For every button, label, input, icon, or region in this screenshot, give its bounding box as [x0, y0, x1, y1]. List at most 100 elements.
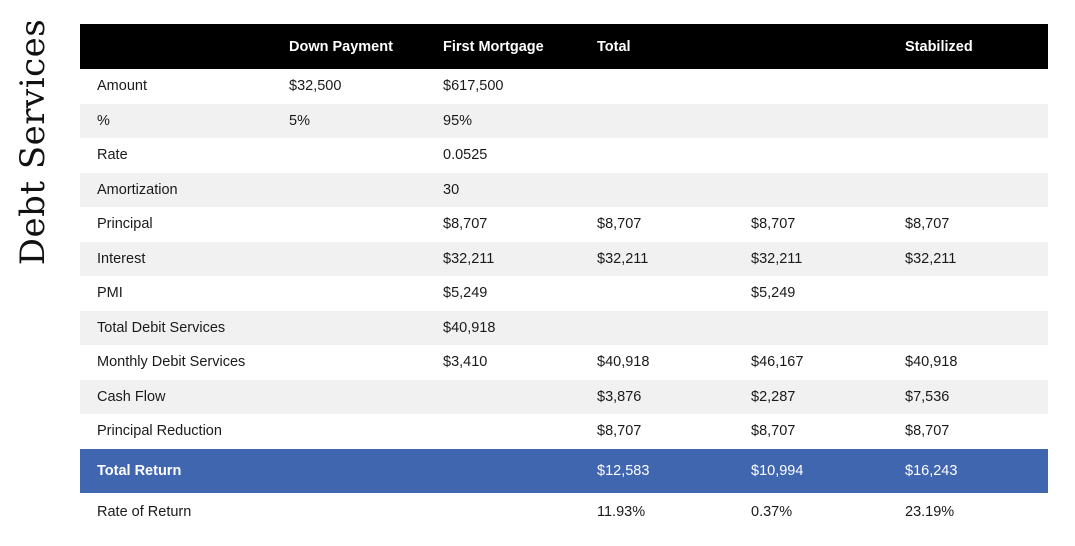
- table-cell: $32,211: [905, 250, 957, 267]
- table-cell: 30: [443, 181, 460, 198]
- table-row: Monthly Debit Services $3,410 $40,918 $46,1…: [80, 345, 1048, 380]
- table-cell: [581, 104, 735, 139]
- table-cell: [735, 311, 889, 346]
- table-row: Rate of Return 11.93% 0.37% 23.19%: [80, 493, 1048, 531]
- column-header-stabilized: Stabilized: [905, 38, 973, 55]
- table-cell: $32,500: [289, 78, 342, 95]
- table-cell: [273, 414, 427, 449]
- table-cell: $32,211: [443, 250, 495, 267]
- column-header-label: [80, 24, 273, 69]
- table-row: Amortization 30: [80, 172, 1048, 208]
- table-cell: $32,211: [751, 250, 803, 267]
- row-label: PMI: [97, 285, 123, 302]
- table-row: Interest $32,211 $32,211 $32,211 $32,211: [80, 241, 1048, 277]
- total-return-row: Total Return $12,583 $10,994 $16,243: [80, 448, 1048, 493]
- table-cell: [889, 311, 1048, 346]
- table-cell: $8,707: [751, 216, 796, 233]
- table-cell: $617,500: [443, 78, 504, 95]
- row-label: Amortization: [97, 181, 178, 198]
- column-header-total: Total: [597, 38, 631, 55]
- table-cell: 23.19%: [905, 503, 955, 520]
- row-label: Cash Flow: [97, 388, 166, 405]
- table-cell: [273, 311, 427, 346]
- table-cell: $2,287: [751, 388, 796, 405]
- table-cell: $5,249: [751, 285, 796, 302]
- table-cell: [889, 69, 1048, 104]
- table-cell: [735, 104, 889, 139]
- table-cell: [273, 242, 427, 277]
- table-cell: [889, 173, 1048, 208]
- table-cell: $8,707: [905, 423, 950, 440]
- table-cell: 0.37%: [751, 503, 793, 520]
- table-cell: [273, 276, 427, 311]
- table-cell: [273, 345, 427, 380]
- table-cell: $46,167: [751, 354, 804, 371]
- table-cell: $32,211: [597, 250, 649, 267]
- column-header-blank: [735, 24, 889, 69]
- table-cell: [581, 138, 735, 173]
- debt-services-table: Down Payment First Mortgage Total Stabil…: [80, 24, 1048, 531]
- table-cell: [581, 311, 735, 346]
- table-cell: [735, 69, 889, 104]
- table-row: PMI $5,249 $5,249: [80, 276, 1048, 311]
- table-cell: [581, 276, 735, 311]
- row-label: Total Debit Services: [97, 319, 226, 336]
- table-cell: $5,249: [443, 285, 488, 302]
- table-cell: $40,918: [905, 354, 958, 371]
- table-cell: 95%: [443, 112, 473, 129]
- table-cell: [427, 493, 581, 531]
- row-label: Interest: [97, 250, 146, 267]
- table-cell: [735, 173, 889, 208]
- row-label: Rate: [97, 147, 128, 164]
- table-cell: [427, 449, 581, 493]
- row-label: Amount: [97, 78, 147, 95]
- table-cell: $8,707: [905, 216, 950, 233]
- table-cell: $10,994: [751, 462, 804, 479]
- table-row: Cash Flow $3,876 $2,287 $7,536: [80, 379, 1048, 415]
- table-cell: [273, 449, 427, 493]
- table-cell: [581, 173, 735, 208]
- table-cell: $8,707: [597, 423, 642, 440]
- table-cell: $40,918: [443, 319, 496, 336]
- table-cell: $8,707: [751, 423, 796, 440]
- table-cell: [273, 138, 427, 173]
- table-cell: [273, 493, 427, 531]
- table-cell: $40,918: [597, 354, 650, 371]
- table-cell: 0.0525: [443, 147, 488, 164]
- table-cell: [889, 276, 1048, 311]
- row-label: %: [97, 112, 110, 129]
- row-label: Principal Reduction: [97, 423, 222, 440]
- table-cell: 11.93%: [597, 503, 646, 520]
- table-row: % 5% 95%: [80, 103, 1048, 139]
- table-cell: [427, 414, 581, 449]
- table-cell: [273, 380, 427, 415]
- header-row: Down Payment First Mortgage Total Stabil…: [80, 24, 1048, 69]
- table-cell: [581, 69, 735, 104]
- table-cell: [273, 173, 427, 208]
- table-cell: $3,410: [443, 354, 488, 371]
- table-cell: $3,876: [597, 388, 642, 405]
- table-cell: $8,707: [443, 216, 488, 233]
- table-cell: $8,707: [597, 216, 642, 233]
- column-header-down-payment: Down Payment: [289, 38, 393, 55]
- table-cell: $12,583: [597, 462, 650, 479]
- table-cell: $16,243: [905, 462, 958, 479]
- table-row: Amount $32,500 $617,500: [80, 69, 1048, 104]
- table-body: Amount $32,500 $617,500% 5% 95% Rate 0.0525 Amo…: [80, 69, 1048, 531]
- vertical-title: Debt Services: [10, 18, 56, 266]
- table-cell: $7,536: [905, 388, 950, 405]
- row-label: Total Return: [97, 462, 182, 479]
- row-label: Rate of Return: [97, 503, 192, 520]
- row-label: Principal: [97, 216, 153, 233]
- table-cell: [427, 380, 581, 415]
- column-header-first-mortgage: First Mortgage: [443, 38, 544, 55]
- table-cell: [889, 138, 1048, 173]
- page-title: Debt Services: [13, 18, 54, 266]
- table-cell: [735, 138, 889, 173]
- table-cell: [889, 104, 1048, 139]
- table-row: Principal Reduction $8,707 $8,707 $8,707: [80, 414, 1048, 449]
- row-label: Monthly Debit Services: [97, 354, 246, 371]
- table-cell: [273, 207, 427, 242]
- table-cell: 5%: [289, 112, 310, 129]
- table-row: Total Debit Services $40,918: [80, 310, 1048, 346]
